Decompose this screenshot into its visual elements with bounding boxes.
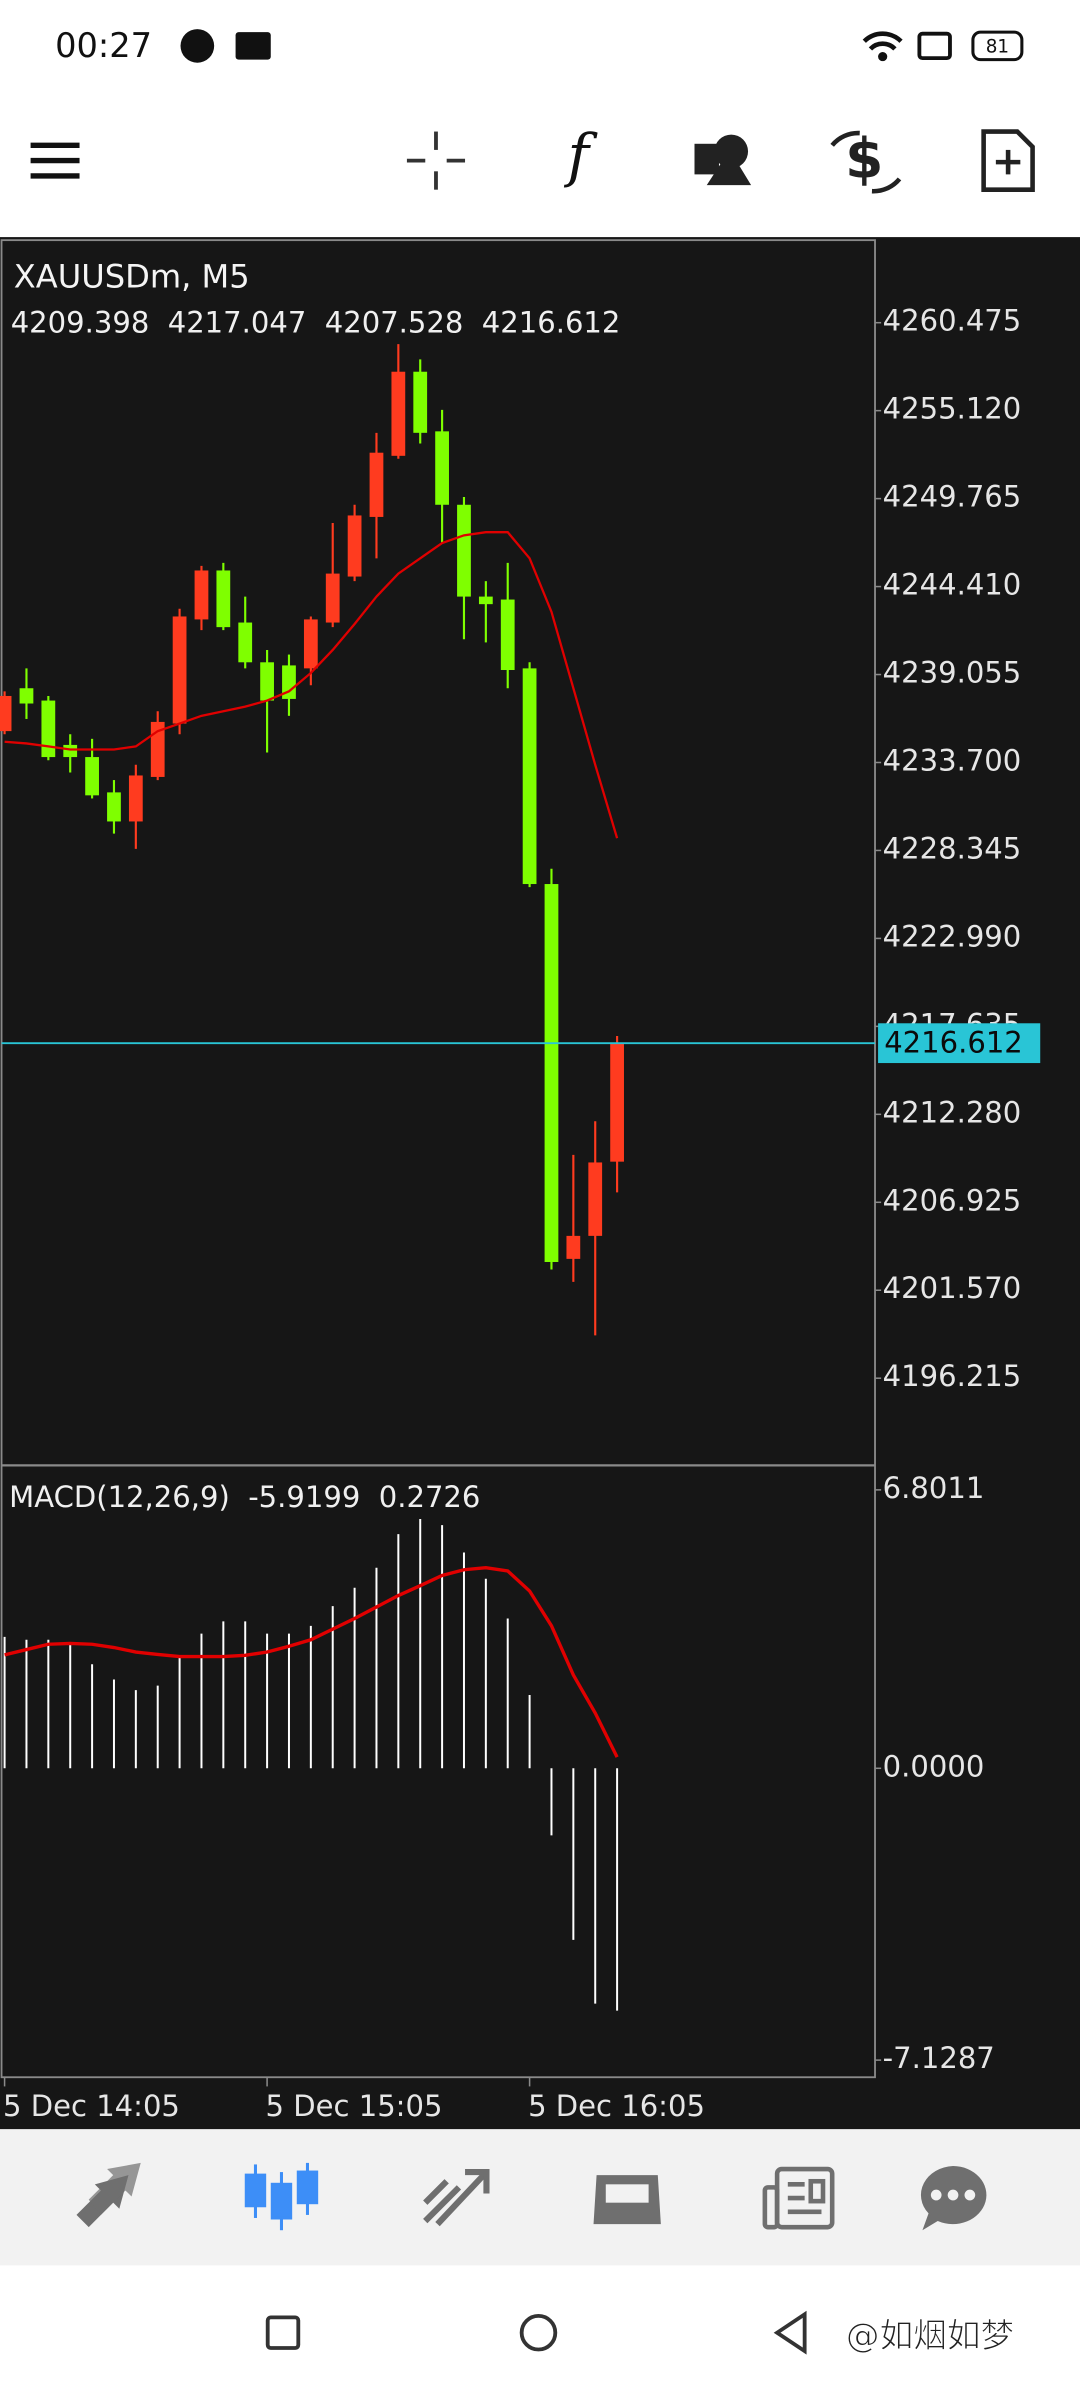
- status-time: 00:27: [55, 26, 152, 65]
- bottom-nav: [0, 2129, 1080, 2266]
- candle-body: [216, 570, 231, 628]
- candle-body: [369, 452, 384, 517]
- y-tick-label: 4212.280: [883, 1095, 1022, 1129]
- close-value: 4216.612: [482, 305, 621, 339]
- y-tick-label: 4244.410: [883, 568, 1022, 602]
- candle-body: [0, 695, 12, 732]
- moving-average-line: [4, 531, 619, 839]
- plot-frame: [0, 239, 876, 2079]
- wifi-icon: [878, 52, 888, 62]
- macd-header: MACD(12,26,9) -5.9199 0.2726: [9, 1480, 480, 1514]
- signal-line: [4, 1565, 619, 1758]
- price-tag-label: 4216.612: [884, 1026, 1023, 1060]
- y-tick-label: 6.8011: [883, 1471, 985, 1505]
- nav-history[interactable]: [593, 2175, 661, 2225]
- candle-body: [457, 504, 471, 597]
- battery-icon: [971, 30, 1024, 62]
- candle-body: [566, 1235, 581, 1259]
- signal-value: 0.2726: [379, 1480, 481, 1514]
- y-tick-label: 4239.055: [883, 656, 1022, 690]
- wifi-icon: [862, 31, 903, 51]
- y-tick-label: 4233.700: [883, 743, 1022, 777]
- y-tick-label: 4260.475: [883, 304, 1022, 338]
- candle-body: [85, 757, 99, 796]
- nav-chart[interactable]: [244, 2162, 319, 2231]
- nav-trade[interactable]: [423, 2169, 490, 2227]
- y-tick-label: -7.1287: [883, 2041, 995, 2075]
- battery-level: 81: [986, 36, 1009, 57]
- candle-body: [435, 431, 449, 505]
- y-tick-label: 4228.345: [883, 831, 1022, 865]
- candle-body: [413, 371, 428, 433]
- trade-button[interactable]: $: [845, 126, 883, 190]
- back-button[interactable]: [773, 2310, 807, 2355]
- notification-icon: [235, 32, 271, 60]
- notification-icon: [180, 29, 215, 63]
- candle-body: [150, 721, 165, 777]
- plot-layer: 4260.475 4255.120 4249.765 4244.410 4239.055…: [0, 304, 1041, 2123]
- menu-button[interactable]: [30, 142, 80, 179]
- new-order-button[interactable]: [981, 129, 1035, 192]
- x-tick-label: 5 Dec 14:05: [3, 2089, 180, 2123]
- candle-body: [544, 884, 559, 1262]
- screen-icon: [917, 31, 952, 61]
- nav-news[interactable]: [762, 2166, 835, 2230]
- trade-button[interactable]: [830, 130, 902, 194]
- candle-body: [19, 688, 34, 704]
- candle-body: [238, 622, 253, 663]
- y-tick-label: 0.0000: [883, 1749, 985, 1783]
- candle-body: [478, 596, 493, 605]
- open-value: 4209.398: [11, 305, 150, 339]
- candle-body: [63, 744, 78, 758]
- macd-title: MACD(12,26,9): [9, 1480, 230, 1514]
- crosshair-button[interactable]: [406, 131, 466, 190]
- candle-body: [347, 515, 362, 577]
- macd-value: -5.9199: [248, 1480, 360, 1514]
- candle-body: [610, 1043, 624, 1162]
- candle-body: [303, 619, 318, 669]
- recents-button[interactable]: [265, 2315, 301, 2350]
- home-button[interactable]: [519, 2313, 558, 2352]
- y-tick-label: 4249.765: [883, 480, 1022, 514]
- y-tick-label: 4201.570: [883, 1271, 1022, 1305]
- candle-body: [107, 792, 121, 822]
- chart-background: [0, 237, 1080, 2130]
- x-tick-label: 5 Dec 16:05: [528, 2089, 705, 2123]
- y-tick-label: 4255.120: [883, 392, 1022, 426]
- ohlc-header: 4209.398 4217.047 4207.528 4216.612: [11, 305, 621, 339]
- candle-body: [282, 665, 296, 699]
- candle-body: [325, 573, 340, 623]
- watermark: @如烟如梦: [846, 2316, 1014, 2355]
- nav-chat[interactable]: [920, 2165, 987, 2231]
- candle-body: [128, 775, 143, 822]
- candle-body: [194, 570, 209, 620]
- candle-body: [391, 371, 406, 456]
- price-tag: [878, 1023, 1041, 1064]
- high-value: 4217.047: [168, 305, 307, 339]
- candle-body: [172, 616, 187, 724]
- candle-body: [260, 662, 274, 701]
- x-tick-label: 5 Dec 15:05: [266, 2089, 443, 2123]
- candle-body: [522, 668, 537, 885]
- candle-body: [41, 700, 56, 758]
- symbol-title: XAUUSDm, M5: [14, 257, 250, 295]
- system-nav: [0, 2265, 1080, 2400]
- candle-body: [500, 599, 515, 671]
- low-value: 4207.528: [325, 305, 464, 339]
- objects-button[interactable]: [694, 134, 752, 186]
- candle-body: [588, 1162, 603, 1236]
- y-tick-label: 4196.215: [883, 1359, 1022, 1393]
- nav-quotes[interactable]: [76, 2162, 141, 2228]
- y-tick-label: 4222.990: [883, 919, 1022, 953]
- y-tick-label: 4206.925: [883, 1183, 1022, 1217]
